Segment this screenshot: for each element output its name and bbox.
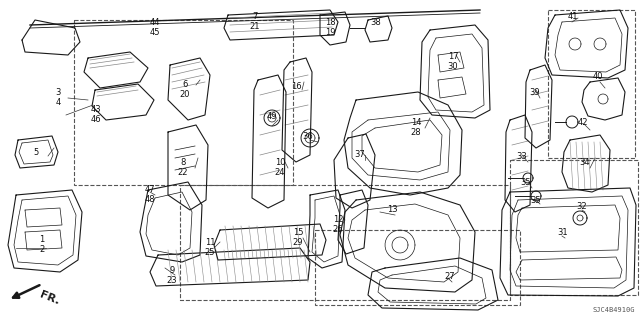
Text: 10
24: 10 24 (275, 158, 285, 177)
Text: 47
48: 47 48 (145, 185, 156, 204)
Text: 16: 16 (291, 82, 301, 91)
Bar (74, 20, 293, 185)
Text: 36: 36 (303, 132, 314, 141)
Text: 15
29: 15 29 (292, 228, 303, 247)
Text: 41: 41 (568, 12, 579, 21)
Text: 43
46: 43 46 (91, 105, 101, 124)
Text: 31: 31 (557, 228, 568, 237)
Text: 44
45: 44 45 (150, 18, 160, 37)
Text: 35: 35 (521, 178, 531, 187)
Text: 27: 27 (445, 272, 455, 281)
Text: 42: 42 (578, 118, 588, 127)
Text: 5: 5 (33, 148, 38, 157)
Text: SJC4B4910G: SJC4B4910G (593, 307, 635, 313)
Text: 7
21: 7 21 (250, 12, 260, 31)
Bar (180, 185, 510, 300)
Bar (548, 10, 635, 158)
Text: 14
28: 14 28 (411, 118, 421, 137)
Text: 9
23: 9 23 (166, 266, 177, 285)
Bar (510, 160, 638, 295)
Bar (315, 230, 520, 305)
Text: 34: 34 (580, 158, 590, 167)
Text: 38: 38 (371, 18, 381, 27)
Text: 33: 33 (516, 152, 527, 161)
Text: FR.: FR. (38, 290, 61, 307)
Text: 1
2: 1 2 (40, 235, 45, 254)
Text: 49: 49 (267, 112, 277, 121)
Text: 12
26: 12 26 (333, 215, 343, 234)
Text: 13: 13 (387, 205, 397, 214)
Text: 32: 32 (577, 202, 588, 211)
Text: 18
19: 18 19 (324, 18, 335, 37)
Text: 39: 39 (530, 88, 540, 97)
Text: 40: 40 (593, 72, 604, 81)
Text: 11
25: 11 25 (205, 238, 215, 257)
Text: 8
22: 8 22 (178, 158, 188, 177)
Text: 37: 37 (355, 150, 365, 159)
Text: 17
30: 17 30 (448, 52, 458, 71)
Text: 35: 35 (531, 196, 541, 205)
Text: 3
4: 3 4 (55, 88, 61, 107)
Text: 6
20: 6 20 (180, 80, 190, 99)
